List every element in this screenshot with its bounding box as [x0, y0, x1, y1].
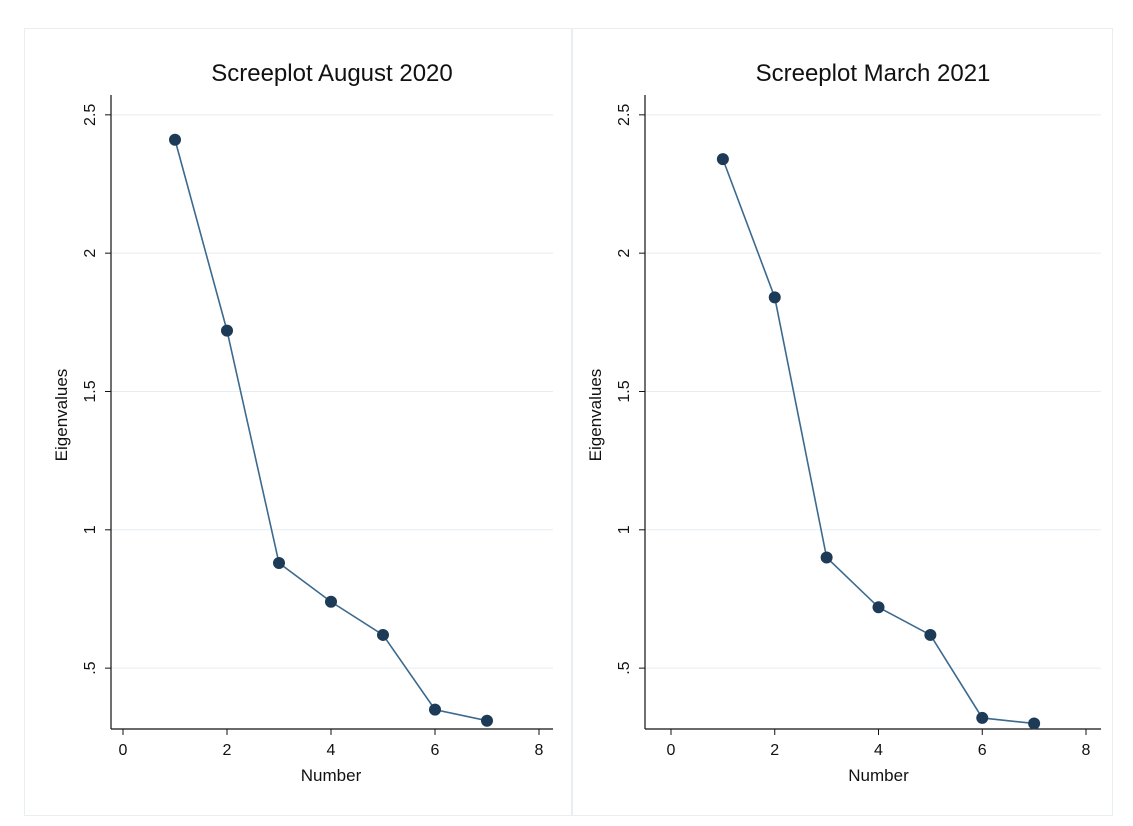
data-point [169, 133, 181, 146]
data-point [716, 153, 729, 166]
x-tick-label: 0 [119, 742, 128, 759]
y-tick-label: 1.5 [616, 380, 633, 402]
data-point [273, 557, 285, 570]
data-point [976, 711, 989, 724]
x-tick-label: 6 [978, 742, 987, 759]
chart-panel-august-2020: Screeplot August 2020 Number Eigenvalues… [24, 28, 572, 816]
data-point [820, 551, 833, 564]
y-axis-label: Eigenvalues [52, 369, 71, 462]
data-point [1028, 717, 1041, 730]
x-tick-label: 0 [667, 742, 676, 759]
data-point [768, 291, 781, 304]
chart-title: Screeplot August 2020 [211, 60, 453, 87]
screeplot-march-2021: Screeplot March 2021 Number Eigenvalues … [586, 60, 1101, 785]
data-point [429, 703, 441, 716]
x-tick-label: 4 [874, 742, 883, 759]
x-tick-label: 8 [1082, 742, 1091, 759]
chart-panel-march-2021: Screeplot March 2021 Number Eigenvalues … [572, 28, 1113, 816]
x-axis-label: Number [848, 766, 909, 785]
y-tick-label: 1 [616, 525, 633, 534]
data-point [481, 714, 493, 727]
series-line [174, 139, 488, 722]
data-point [221, 324, 233, 337]
x-tick-label: 8 [535, 742, 544, 759]
chart-title: Screeplot March 2021 [756, 60, 991, 87]
x-tick-label: 2 [770, 742, 779, 759]
y-tick-label: .5 [616, 661, 633, 674]
y-tick-label: 2 [82, 249, 99, 258]
y-tick-label: 1 [82, 525, 99, 534]
series-line [722, 158, 1035, 725]
y-tick-label: 2 [616, 249, 633, 258]
y-tick-label: 1.5 [82, 380, 99, 402]
data-point [377, 628, 389, 641]
data-point [924, 628, 937, 641]
x-axis-label: Number [301, 766, 362, 785]
data-point [325, 595, 337, 608]
y-axis-label: Eigenvalues [586, 369, 605, 462]
data-point [872, 601, 885, 614]
y-tick-label: .5 [82, 661, 99, 674]
x-tick-label: 6 [431, 742, 440, 759]
x-tick-label: 4 [327, 742, 336, 759]
x-tick-label: 2 [223, 742, 232, 759]
y-tick-label: 2.5 [82, 104, 99, 126]
y-tick-label: 2.5 [616, 104, 633, 126]
screeplot-august-2020: Screeplot August 2020 Number Eigenvalues… [52, 60, 553, 785]
